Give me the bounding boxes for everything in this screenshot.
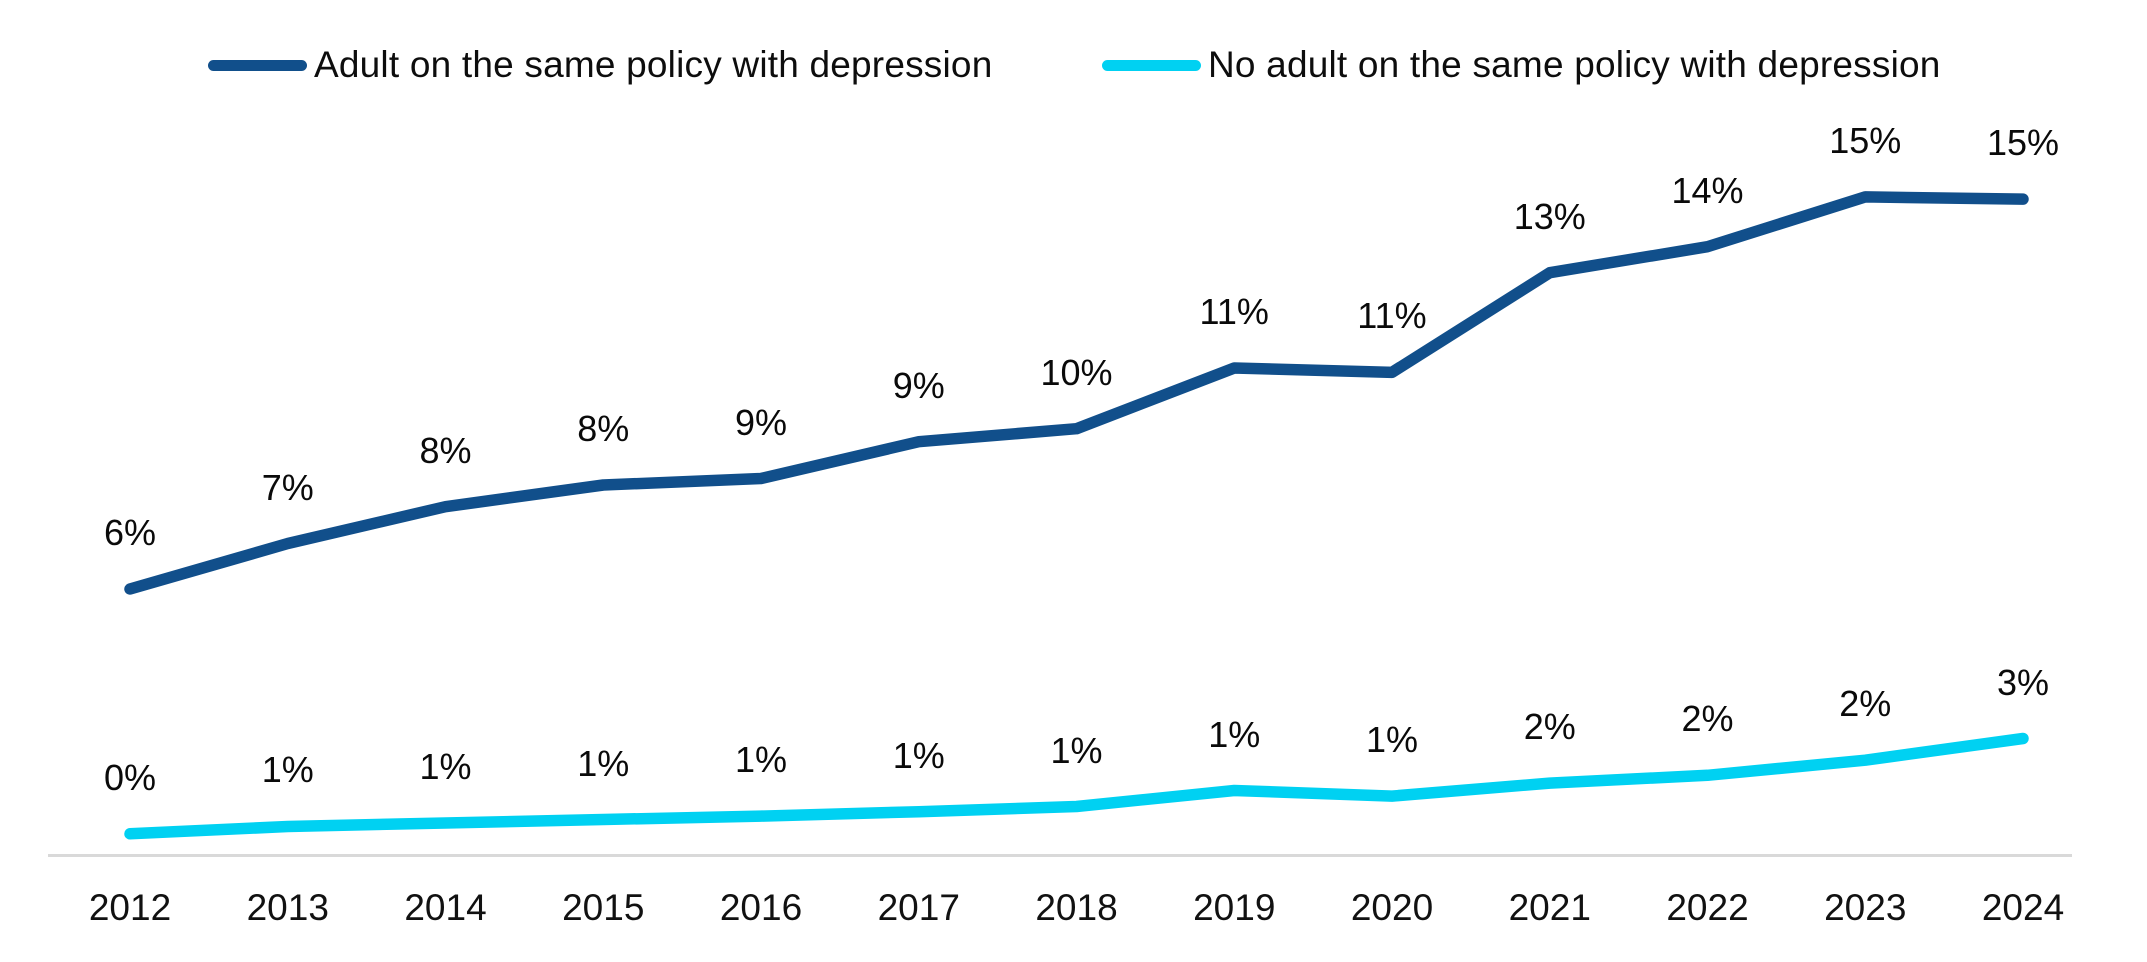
legend-item-no-adult-depression: No adult on the same policy with depress… — [1102, 42, 1941, 88]
x-axis-tick-label: 2016 — [719, 887, 803, 928]
legend-label-no-adult-depression: No adult on the same policy with depress… — [1208, 44, 1941, 85]
x-axis-tick-label: 2024 — [1981, 887, 2065, 928]
data-label: 9% — [892, 364, 945, 406]
x-axis-tick-label: 2022 — [1666, 887, 1749, 928]
legend-item-adult-depression: Adult on the same policy with depression — [208, 42, 992, 88]
data-label: 11% — [1357, 295, 1427, 337]
x-axis-tick-label: 2018 — [1035, 887, 1118, 928]
series-line-1 — [124, 732, 2029, 840]
legend-label-adult-depression: Adult on the same policy with depression — [314, 44, 993, 85]
x-axis-tick-label: 2021 — [1508, 887, 1591, 928]
data-label: 8% — [577, 408, 630, 450]
x-axis-tick-label: 2013 — [246, 887, 329, 928]
data-label: 1% — [734, 739, 788, 781]
data-label: 13% — [1513, 195, 1586, 237]
data-label: 1% — [892, 734, 945, 776]
x-axis-tick-label: 2012 — [88, 887, 172, 928]
series-line-0 — [124, 191, 2029, 595]
data-label: 14% — [1671, 169, 1744, 211]
legend-swatch-adult-depression-icon — [208, 59, 307, 71]
data-label: 11% — [1199, 291, 1269, 333]
data-label: 1% — [419, 746, 472, 787]
x-axis-tick-label: 2014 — [404, 887, 487, 928]
data-label: 9% — [734, 401, 788, 443]
data-label: 2% — [1523, 706, 1576, 748]
x-axis-tick-label: 2020 — [1350, 887, 1434, 928]
data-label: 1% — [1050, 729, 1103, 771]
data-label: 7% — [261, 466, 314, 508]
data-label: 3% — [1996, 661, 2050, 703]
data-label: 2% — [1681, 698, 1734, 740]
data-label: 15% — [1986, 122, 2060, 164]
data-label: 1% — [1208, 713, 1261, 755]
legend-swatch-no-adult-depression-icon — [1102, 59, 1201, 71]
data-label: 0% — [103, 756, 157, 798]
data-label: 10% — [1040, 351, 1113, 393]
data-label: 1% — [1365, 719, 1419, 761]
data-label: 1% — [577, 742, 630, 784]
data-label: 2% — [1839, 683, 1892, 725]
data-label: 6% — [103, 512, 157, 554]
x-axis-tick-label: 2015 — [562, 887, 645, 928]
data-label: 15% — [1829, 119, 1902, 161]
x-axis-tick-label: 2019 — [1193, 887, 1276, 928]
x-axis-tick-label: 2023 — [1824, 887, 1907, 928]
x-axis-tick-label: 2017 — [877, 887, 960, 928]
data-label: 1% — [261, 749, 314, 791]
data-label: 8% — [419, 429, 472, 471]
